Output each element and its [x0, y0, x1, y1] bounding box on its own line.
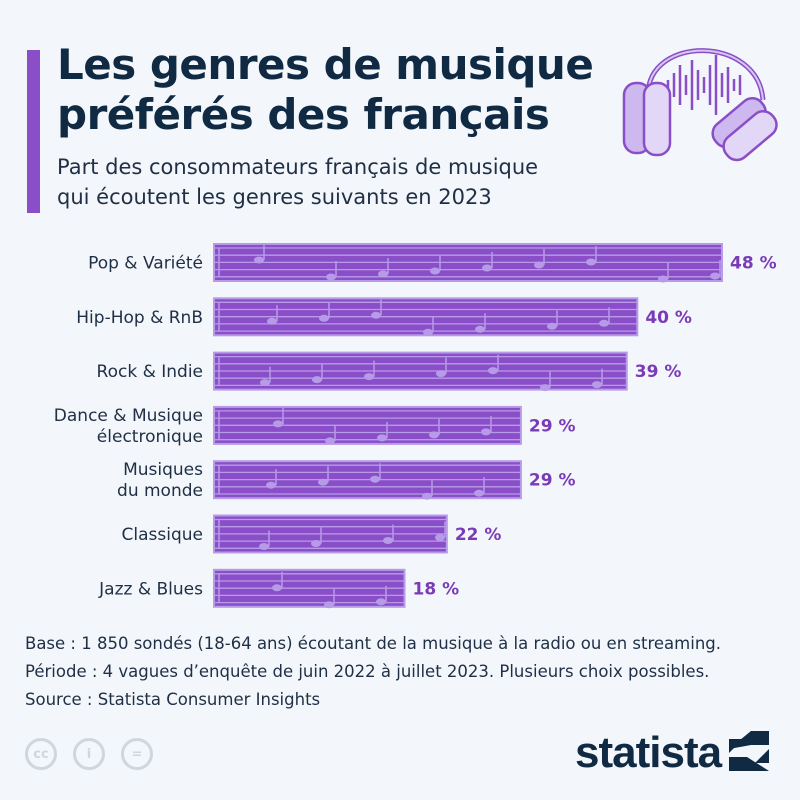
category-label: Pop & Variété — [88, 254, 203, 274]
music-note-icon — [319, 314, 329, 322]
music-note-icon — [259, 543, 269, 550]
bar-group — [213, 514, 448, 554]
statista-logo[interactable]: statista — [575, 728, 770, 778]
statista-logo-mark-icon — [729, 731, 770, 771]
music-note-icon — [266, 481, 276, 489]
music-note-icon — [599, 319, 609, 327]
music-note-icon — [324, 601, 334, 609]
music-note-icon — [371, 311, 381, 319]
music-note-icon — [422, 492, 432, 500]
music-note-icon — [423, 328, 433, 336]
music-note-icon — [482, 264, 492, 272]
nd-icon[interactable]: = — [121, 738, 153, 770]
value-label: 39 % — [635, 362, 682, 382]
music-note-icon — [267, 317, 277, 325]
headphones-icon — [622, 48, 778, 162]
value-label: 29 % — [529, 471, 576, 491]
music-note-icon — [658, 275, 668, 283]
value-label: 18 % — [413, 579, 460, 599]
category-label: Dance & Musique — [54, 406, 203, 426]
music-note-icon — [370, 475, 380, 483]
title-line-2: préférés des français — [57, 90, 550, 139]
page-title: Les genres de musique préférés des frança… — [57, 40, 594, 140]
music-note-icon — [378, 270, 388, 278]
music-note-icon — [534, 261, 544, 269]
music-note-icon — [586, 258, 596, 266]
value-label: 48 % — [730, 254, 777, 274]
music-note-icon — [311, 540, 321, 547]
subtitle: Part des consommateurs français de musiq… — [57, 152, 538, 212]
bar-group — [213, 351, 628, 392]
music-note-icon — [481, 428, 491, 436]
music-note-icon — [312, 376, 322, 384]
footer-source: Source : Statista Consumer Insights — [25, 690, 321, 709]
cc-icon[interactable]: cc — [25, 738, 57, 770]
subtitle-line-2: qui écoutent les genres suivants en 2023 — [57, 185, 492, 209]
music-note-icon — [272, 584, 282, 592]
music-note-icon — [488, 367, 498, 375]
music-note-icon — [475, 325, 485, 333]
bar-group — [213, 568, 406, 609]
category-label: Rock & Indie — [97, 362, 203, 382]
footer-base: Base : 1 850 sondés (18-64 ans) écoutant… — [25, 634, 721, 653]
category-label: du monde — [117, 481, 203, 501]
music-note-icon — [435, 534, 445, 541]
music-note-icon — [710, 272, 720, 280]
music-note-icon — [273, 420, 283, 428]
music-note-icon — [325, 437, 335, 445]
bar-group — [213, 460, 522, 500]
value-label: 40 % — [645, 308, 692, 328]
music-note-icon — [436, 370, 446, 378]
bar-group — [213, 243, 723, 283]
category-label: Jazz & Blues — [98, 579, 203, 599]
music-note-icon — [547, 322, 557, 330]
category-label: Musiques — [123, 460, 203, 480]
music-note-icon — [474, 489, 484, 497]
music-note-icon — [260, 379, 270, 387]
title-line-1: Les genres de musique — [57, 40, 594, 89]
category-label: Classique — [122, 525, 203, 545]
music-note-icon — [326, 273, 336, 281]
music-note-icon — [383, 537, 393, 544]
footer-period: Période : 4 vagues d’enquête de juin 202… — [25, 662, 710, 681]
bar-chart: Pop & Variété 48 % Hip-Hop & RnB 40 % Rock &… — [54, 243, 777, 609]
music-note-icon — [430, 267, 440, 275]
bar-group — [213, 405, 522, 445]
category-label: Hip-Hop & RnB — [76, 308, 203, 328]
subtitle-line-1: Part des consommateurs français de musiq… — [57, 155, 539, 179]
music-note-icon — [592, 381, 602, 389]
music-note-icon — [376, 598, 386, 606]
music-note-icon — [429, 431, 439, 439]
music-note-icon — [540, 384, 550, 392]
value-label: 22 % — [455, 525, 502, 545]
value-label: 29 % — [529, 416, 576, 436]
category-label: électronique — [97, 427, 203, 447]
music-note-icon — [377, 434, 387, 442]
music-note-icon — [254, 256, 264, 264]
bar-group — [213, 297, 639, 337]
music-note-icon — [364, 373, 374, 381]
by-icon[interactable]: i — [73, 738, 105, 770]
accent-bar — [27, 50, 40, 213]
music-note-icon — [318, 478, 328, 486]
